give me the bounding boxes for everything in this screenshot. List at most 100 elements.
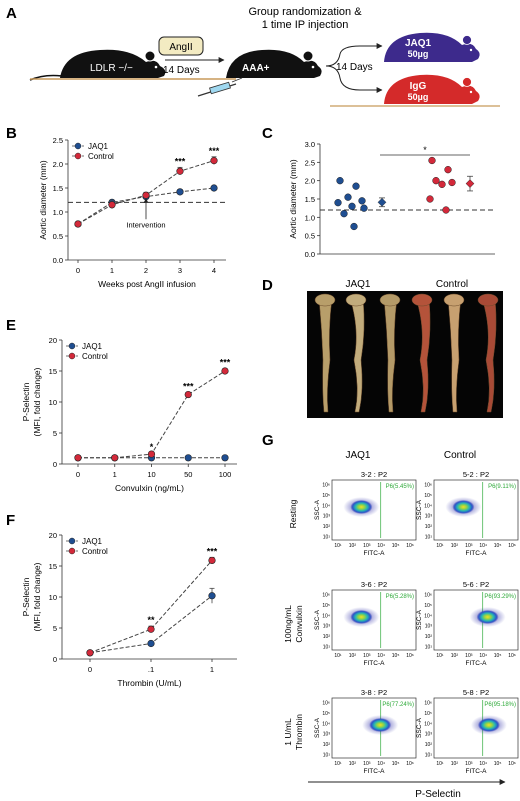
flow-y-tick: 10² (323, 742, 331, 748)
flow-x-tick: 10³ (465, 543, 473, 549)
flow-y-tick: 10⁴ (424, 503, 432, 509)
flow-y-tick: 10¹ (425, 753, 433, 759)
significance-label: *** (209, 146, 220, 156)
flow-y-tick: 10³ (425, 514, 433, 520)
flow-y-tick: 10⁵ (322, 603, 330, 609)
panel-g-letter: G (262, 432, 274, 449)
legend-marker (68, 342, 76, 350)
flow-y-tick: 10² (323, 634, 331, 640)
dot-jaq1 (352, 182, 360, 190)
ssc-axis-label: SSC-A (314, 609, 321, 630)
flow-x-tick: 10⁴ (377, 653, 385, 659)
legend-label-jaq1: JAQ1 (82, 537, 103, 546)
flow-y-tick: 10² (425, 634, 433, 640)
jaq1-treat-line2: 50µg (408, 49, 429, 59)
density-blob (452, 500, 475, 514)
row-label-2: Thrombin (294, 714, 304, 750)
point-control (74, 454, 82, 462)
flow-y-tick: 10⁴ (322, 721, 330, 727)
x-tick-label: 0 (76, 470, 80, 479)
plot-title: 5-8 : P2 (463, 688, 489, 697)
x-axis-label: Weeks post AngII infusion (98, 279, 196, 289)
flow-x-tick: 10⁵ (392, 543, 400, 549)
plot-title: 3-8 : P2 (361, 688, 387, 697)
significance-label: *** (183, 382, 194, 392)
flow-y-tick: 10⁴ (424, 721, 432, 727)
dot-jaq1 (340, 210, 348, 218)
flow-y-tick: 10² (425, 742, 433, 748)
mouse-igg-icon (384, 74, 480, 104)
point-control (184, 390, 192, 399)
flow-x-tick: 10⁶ (406, 761, 414, 767)
y-tick-label: 0.0 (53, 256, 63, 265)
aorta-arch (443, 293, 465, 307)
dot-jaq1 (348, 202, 356, 210)
gate-percent: P6(5.28%) (386, 594, 414, 600)
days2-label: 14 Days (336, 62, 373, 73)
flow-y-tick: 10⁶ (322, 483, 330, 489)
gate-percent: P6(95.18%) (484, 702, 516, 708)
process-line2: 1 time IP injection (262, 19, 349, 31)
ssc-label-group: SSC-A (416, 609, 423, 630)
y-tick-label: 3.0 (305, 140, 315, 149)
row-label-group: 1 U/mL Thrombin (283, 714, 304, 750)
panel-c-letter: C (262, 125, 273, 142)
mouse-ldlr-icon (29, 49, 166, 81)
flow-x-tick: 10⁵ (494, 761, 502, 767)
ssc-label-group: SSC-A (314, 499, 321, 520)
y-tick-label: 0 (53, 460, 57, 469)
significance-label: * (423, 145, 427, 155)
flow-x-tick: 10⁶ (508, 761, 516, 767)
ssc-axis-label: SSC-A (314, 717, 321, 738)
y-axis-label-group: Aortic diameter (mm) (288, 159, 298, 239)
flow-y-tick: 10⁶ (424, 701, 432, 707)
intervention-label: Intervention (126, 220, 165, 229)
flow-y-tick: 10¹ (425, 645, 433, 651)
ssc-axis-label: SSC-A (416, 609, 423, 630)
legend-marker (74, 152, 82, 160)
plot-title: 5-6 : P2 (463, 580, 489, 589)
dot-control (448, 178, 456, 187)
flow-y-tick: 10⁵ (322, 711, 330, 717)
point-control (74, 220, 82, 228)
flow-x-tick: 10⁵ (494, 653, 502, 659)
y-tick-label: 2.0 (53, 160, 63, 169)
point-jaq1 (184, 454, 192, 462)
panel-b-chart: 0.0 0.5 1.0 1.5 2.0 2.5 0 1 2 3 4 Weeks post AngII … (38, 136, 226, 289)
flow-y-tick: 10⁵ (322, 493, 330, 499)
dot-control (432, 177, 440, 185)
flow-x-tick: 10¹ (334, 543, 342, 549)
flow-y-tick: 10⁵ (424, 711, 432, 717)
point-control (142, 191, 150, 199)
point-jaq1 (208, 592, 216, 600)
point-control (147, 625, 155, 633)
flow-x-tick: 10¹ (436, 543, 444, 549)
ssc-label-group: SSC-A (314, 609, 321, 630)
flow-x-tick: 10³ (363, 543, 371, 549)
aorta-arch (477, 293, 499, 307)
y-tick-label: 1.5 (305, 195, 315, 204)
point-control (108, 201, 116, 209)
density-blob (369, 718, 392, 732)
aorta-arch (345, 293, 367, 307)
panel-f-chart: 0 5 10 15 20 0 .1 1 Thrombin (U/mL) P-Selectin (MF… (21, 531, 237, 688)
flow-x-tick: 10² (349, 653, 357, 659)
panel-g-col-jaq1: JAQ1 (345, 450, 370, 461)
plot-title: 5-2 : P2 (463, 470, 489, 479)
aorta-arch (379, 293, 401, 307)
fitc-axis-label: FITC-A (466, 550, 488, 557)
row-label-2: Convulxin (294, 605, 304, 643)
panel-c-chart: 0.0 0.5 1.0 1.5 2.0 2.5 3.0 Aortic diameter (mm… (288, 140, 495, 259)
flow-y-tick: 10³ (425, 732, 433, 738)
y-tick-label: 1.0 (53, 208, 63, 217)
dot-control (442, 206, 450, 214)
point-control (86, 649, 94, 657)
plot-title: 3-6 : P2 (361, 580, 387, 589)
y-tick-label: 0.0 (305, 250, 315, 259)
y-tick-label: 0 (53, 655, 57, 664)
y-axis-label-group: Aortic diameter (mm) (38, 160, 48, 240)
flow-y-tick: 10³ (323, 624, 331, 630)
y-axis-label-2: (MFI, fold change) (32, 367, 42, 436)
flow-x-tick: 10¹ (334, 653, 342, 659)
